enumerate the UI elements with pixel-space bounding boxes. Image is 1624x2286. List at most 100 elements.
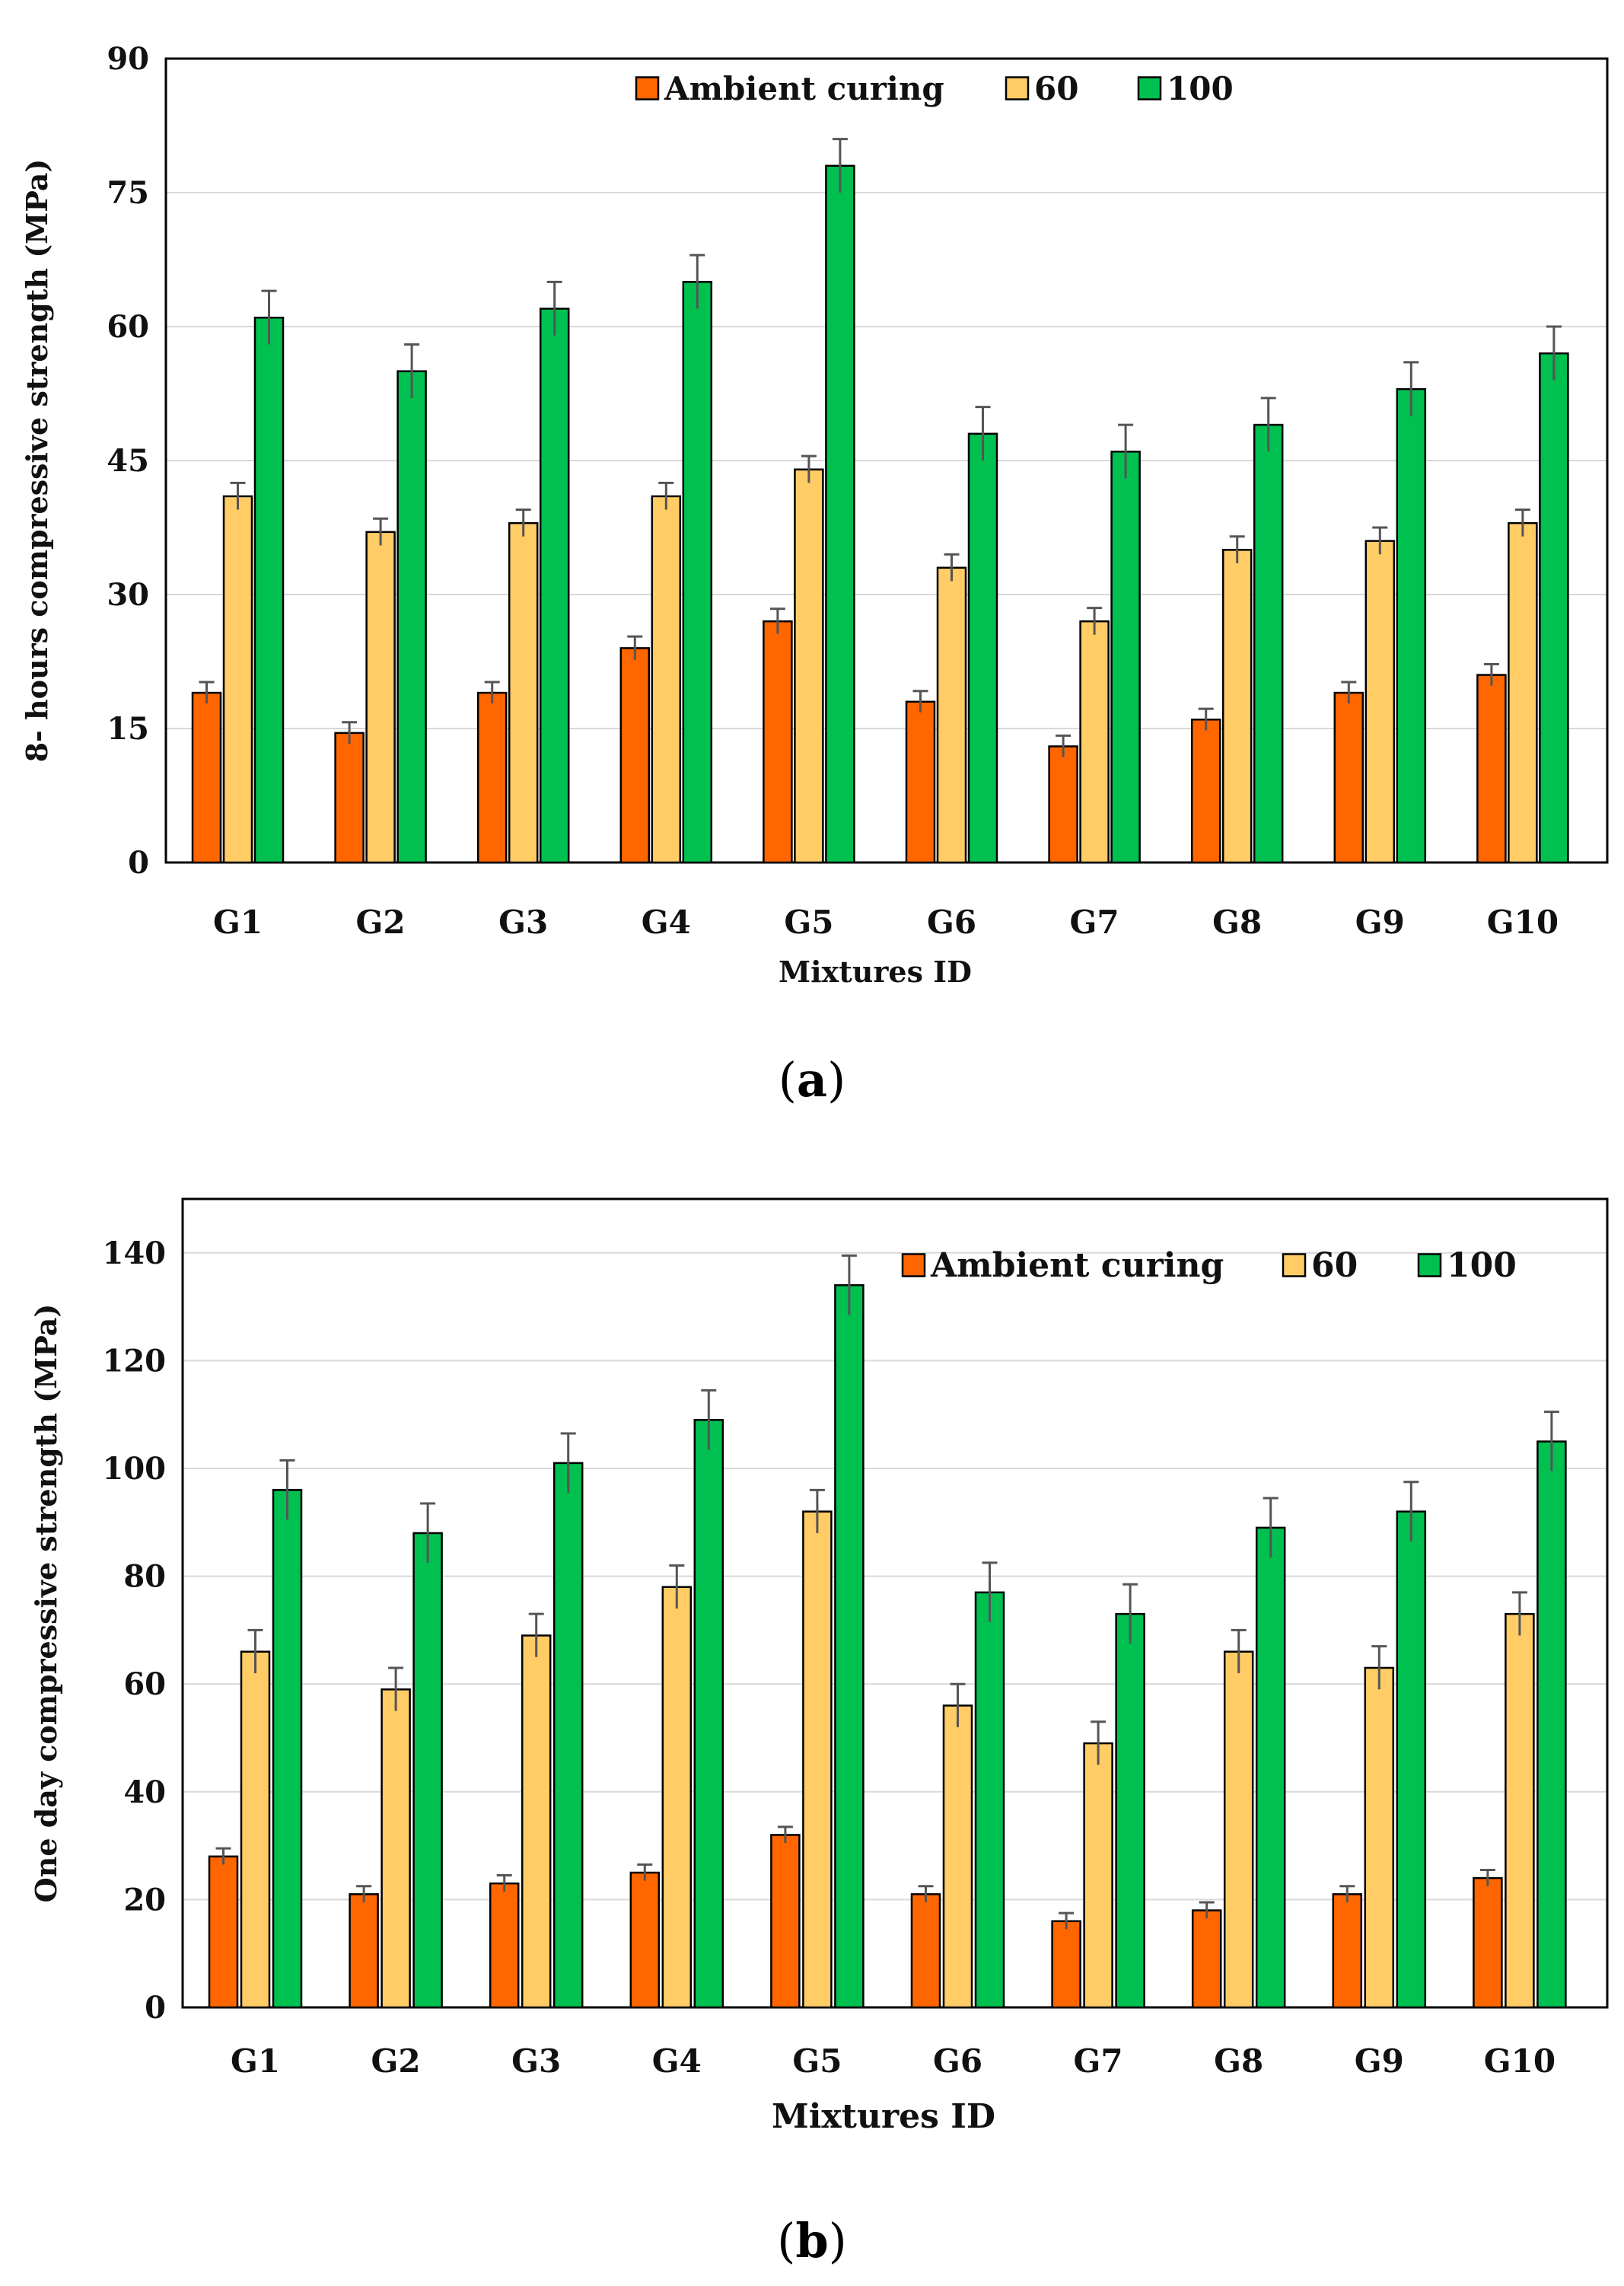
bar-100	[253, 317, 285, 864]
bar-60	[508, 521, 539, 864]
bar-100	[1253, 423, 1284, 864]
bar-100	[1255, 1526, 1286, 2009]
bar-ambient-curing	[1332, 1893, 1363, 2009]
legend-swatch	[635, 76, 660, 100]
legend-label: Ambient curing	[930, 1246, 1224, 1285]
bar-ambient-curing	[208, 1855, 239, 2009]
x-tick-label: G9	[1355, 904, 1405, 941]
chart-a: 0 15 30 45 60 75 90 G1 G2 G3 G4 G5 G6 G7 G8 G9 G10 Mixtur…	[20, 41, 1609, 989]
y-tick-label: 20	[123, 1882, 166, 1918]
bar-60	[521, 1634, 552, 2009]
x-tick-label: G1	[213, 904, 263, 941]
x-tick-label: G10	[1484, 2042, 1556, 2080]
x-tick-label: G7	[1074, 2042, 1123, 2080]
bar-ambient-curing	[1473, 1876, 1503, 2009]
bar-ambient-curing	[629, 1871, 661, 2009]
legend-swatch	[1282, 1253, 1307, 1277]
y-tick-label: 90	[107, 41, 149, 77]
bar-60	[1364, 1666, 1395, 2009]
legend-label: 60	[1034, 70, 1078, 107]
bar-60	[794, 468, 824, 864]
y-tick-label: 80	[123, 1559, 166, 1595]
bar-60	[802, 1510, 833, 2009]
bar-60	[365, 531, 396, 864]
bar-ambient-curing	[905, 700, 936, 864]
plot-area-frame	[181, 1197, 1609, 2009]
y-tick-label: 140	[103, 1235, 167, 1271]
y-tick-label: 0	[128, 845, 149, 881]
bar-ambient-curing	[1190, 719, 1221, 864]
caption-a: (a)	[779, 1052, 846, 1108]
bar-100	[1115, 1612, 1145, 2009]
y-tick-label: 45	[107, 443, 149, 479]
y-tick-label: 75	[107, 175, 149, 211]
bar-60	[1083, 1742, 1113, 2009]
y-tick-label: 15	[107, 711, 149, 747]
bar-60	[1221, 549, 1253, 864]
bar-100	[396, 370, 427, 864]
x-tick-label: G8	[1214, 2042, 1263, 2080]
legend-label: 100	[1167, 70, 1234, 107]
bar-100	[967, 432, 998, 864]
x-tick-label: G3	[498, 904, 548, 941]
bar-60	[942, 1704, 973, 2009]
bar-ambient-curing	[763, 620, 793, 864]
y-tick-label: 100	[103, 1451, 167, 1487]
bar-100	[1396, 387, 1427, 864]
bar-ambient-curing	[910, 1893, 941, 2009]
legend-label: 100	[1447, 1246, 1517, 1285]
x-tick-label: G4	[652, 2042, 702, 2080]
x-tick-label: G5	[792, 2042, 842, 2080]
legend-swatch	[1005, 76, 1030, 100]
y-tick-label: 0	[145, 1990, 166, 2026]
x-tick-label: G10	[1487, 904, 1559, 941]
bar-60	[651, 495, 682, 864]
bar-ambient-curing	[476, 691, 508, 864]
bar-100	[974, 1591, 1005, 2009]
bar-100	[682, 281, 713, 864]
bar-60	[661, 1586, 693, 2009]
x-tick-label: G2	[371, 2042, 421, 2080]
bar-100	[272, 1489, 303, 2009]
y-axis-label: 8- hours compressive strength (MPa)	[20, 159, 54, 763]
bar-ambient-curing	[619, 647, 651, 864]
bar-60	[936, 566, 967, 864]
legend-swatch	[901, 1253, 926, 1277]
bar-100	[825, 164, 855, 864]
legend-swatch	[1137, 76, 1162, 100]
bar-60	[1505, 1612, 1535, 2009]
bar-ambient-curing	[770, 1834, 801, 2009]
x-tick-label: G6	[927, 904, 976, 941]
bar-60	[1079, 620, 1110, 864]
x-tick-label: G8	[1212, 904, 1262, 941]
bar-100	[1536, 1440, 1567, 2009]
y-tick-label: 120	[103, 1343, 167, 1379]
x-tick-label: G4	[642, 904, 691, 941]
caption-b: (b)	[777, 2213, 847, 2268]
x-tick-label: G6	[933, 2042, 982, 2080]
bar-ambient-curing	[191, 691, 222, 864]
x-tick-label: G5	[784, 904, 833, 941]
bar-60	[1223, 1650, 1254, 2009]
bar-60	[240, 1650, 271, 2009]
legend-label: Ambient curing	[664, 70, 944, 107]
bar-ambient-curing	[1048, 745, 1078, 864]
legend-label: 60	[1311, 1246, 1358, 1285]
x-tick-label: G9	[1355, 2042, 1404, 2080]
bar-ambient-curing	[1333, 691, 1364, 864]
y-tick-label: 60	[123, 1666, 166, 1702]
y-tick-label: 60	[107, 309, 149, 345]
bar-100	[412, 1532, 443, 2009]
bar-60	[1508, 521, 1538, 864]
bar-100	[1110, 451, 1141, 864]
bar-ambient-curing	[1191, 1909, 1222, 2009]
bar-ambient-curing	[1051, 1920, 1081, 2009]
bar-ambient-curing	[489, 1882, 520, 2009]
y-axis-label: One day compressive strength (MPa)	[29, 1304, 63, 1903]
y-tick-label: 40	[123, 1774, 166, 1810]
bar-100	[693, 1419, 724, 2009]
bar-60	[222, 495, 253, 864]
y-tick-label: 30	[107, 577, 149, 613]
legend-swatch	[1417, 1253, 1442, 1277]
